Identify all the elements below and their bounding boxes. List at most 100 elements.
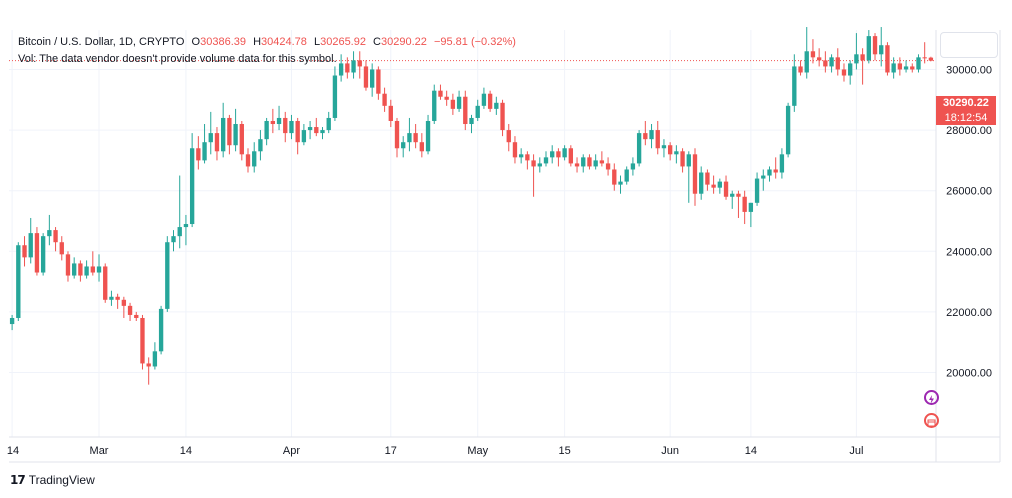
candle[interactable] [531,154,536,197]
calendar-icon[interactable] [924,413,939,428]
candle[interactable] [773,157,778,179]
candle[interactable] [779,148,785,179]
candle[interactable] [345,57,350,79]
candle[interactable] [270,108,276,134]
candle[interactable] [916,54,921,73]
candle[interactable] [456,90,462,112]
candle[interactable] [332,66,338,121]
candle[interactable] [376,66,381,100]
candle[interactable] [618,175,623,194]
candle[interactable] [630,157,636,176]
candles-layer[interactable] [9,27,934,385]
time-axis[interactable]: 14 Mar 14 Apr 17 May 15 Jun 14 Jul [7,445,864,457]
candle[interactable] [432,84,437,125]
candle[interactable] [413,124,418,149]
candle[interactable] [910,63,915,73]
candle[interactable] [34,227,40,276]
candle[interactable] [221,102,226,158]
candle[interactable] [252,142,257,173]
candle[interactable] [134,311,139,322]
candle[interactable] [208,111,213,155]
price-axis[interactable]: 20000.00 22000.00 24000.00 26000.00 28000.00… [946,64,992,379]
candle[interactable] [500,99,505,137]
candle[interactable] [463,90,468,131]
candle[interactable] [202,124,207,164]
candle[interactable] [643,120,648,146]
candle[interactable] [810,39,816,64]
candle[interactable] [705,169,710,191]
candle[interactable] [351,51,356,79]
candle[interactable] [736,190,741,218]
candle[interactable] [388,99,393,128]
candle[interactable] [165,236,170,312]
candle[interactable] [450,93,456,115]
candle[interactable] [866,30,871,64]
candle[interactable] [183,214,189,246]
candle[interactable] [922,42,927,64]
candle[interactable] [692,148,698,206]
candle[interactable] [581,154,586,173]
lightning-icon[interactable] [924,390,939,405]
candle[interactable] [196,136,201,170]
candle[interactable] [636,130,642,167]
candle[interactable] [47,214,52,246]
candle[interactable] [72,257,77,279]
candle[interactable] [357,51,362,79]
candle[interactable] [121,296,127,318]
candle[interactable] [84,260,89,279]
candle[interactable] [320,127,325,140]
candle[interactable] [556,148,561,167]
candle[interactable] [233,108,238,152]
candle[interactable] [785,102,791,158]
candle[interactable] [227,114,232,155]
candle[interactable] [127,302,133,322]
candle[interactable] [655,120,660,155]
candle[interactable] [754,172,760,206]
candle[interactable] [28,217,33,264]
candle[interactable] [860,48,865,85]
candle[interactable] [96,254,102,282]
candle[interactable] [419,133,425,158]
candle[interactable] [90,251,95,276]
candle[interactable] [574,157,580,173]
candle[interactable] [283,111,288,143]
candle[interactable] [487,90,493,112]
candle[interactable] [245,148,251,173]
candle[interactable] [146,357,151,385]
candle[interactable] [444,90,449,106]
candle[interactable] [841,63,847,82]
candle[interactable] [40,233,46,276]
candle[interactable] [239,120,244,161]
candle[interactable] [885,42,890,76]
candle[interactable] [518,148,524,164]
candle[interactable] [214,127,220,161]
candle[interactable] [903,60,909,73]
candle[interactable] [798,60,803,76]
candle[interactable] [258,130,263,161]
candle[interactable] [624,166,629,185]
candle[interactable] [394,117,400,158]
candle[interactable] [295,117,300,155]
candle[interactable] [711,175,716,194]
candle[interactable] [338,54,344,82]
candle[interactable] [897,57,903,76]
candle[interactable] [816,48,822,67]
candle[interactable] [307,120,313,140]
candle[interactable] [829,54,834,73]
candle[interactable] [686,151,691,203]
candle[interactable] [742,190,747,225]
candle[interactable] [140,314,145,370]
candle[interactable] [425,114,431,155]
candle[interactable] [152,342,158,370]
candle[interactable] [872,33,878,61]
candle[interactable] [438,84,443,100]
candle[interactable] [506,124,511,152]
candle[interactable] [730,190,735,209]
candle[interactable] [854,33,859,70]
candle[interactable] [599,151,605,167]
candle[interactable] [587,154,592,170]
settings-box[interactable] [940,32,998,58]
candle[interactable] [22,236,27,267]
candle[interactable] [767,166,772,182]
candle[interactable] [103,263,108,303]
